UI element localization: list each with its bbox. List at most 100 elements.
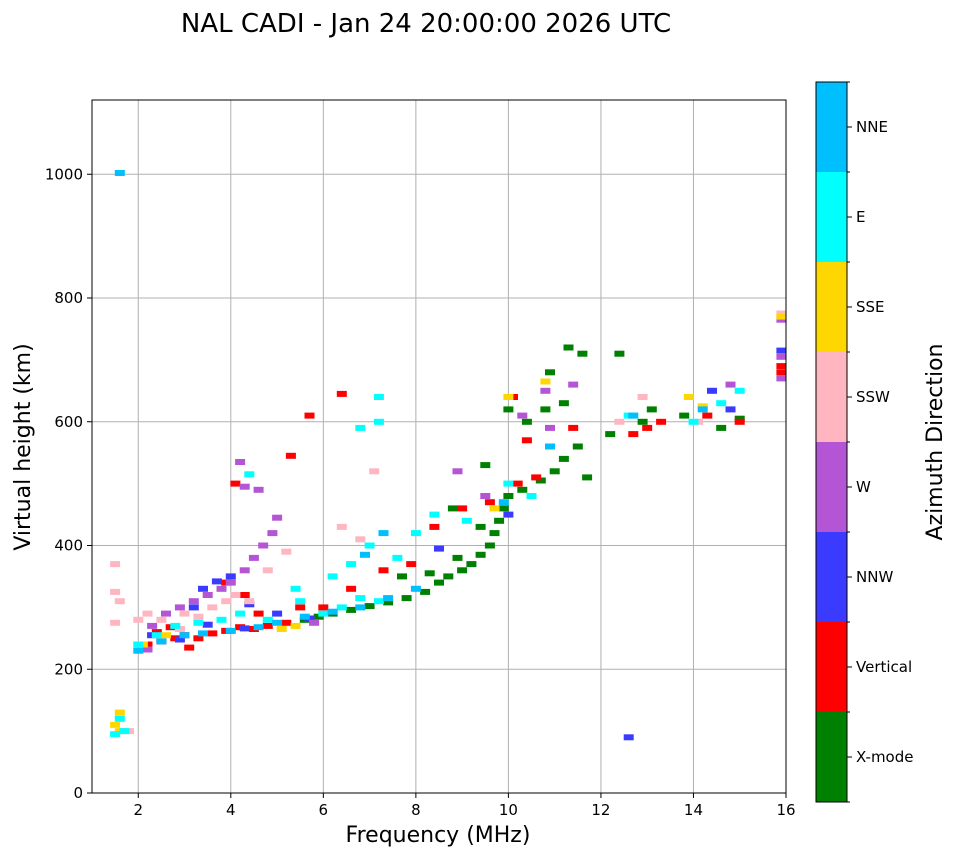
data-point-e xyxy=(110,731,121,738)
data-point-e xyxy=(318,610,329,617)
data-point-x-mode xyxy=(401,595,412,602)
data-point-vertical xyxy=(230,480,241,487)
data-point-vertical xyxy=(628,431,639,438)
data-point-x-mode xyxy=(489,530,500,537)
data-point-nne xyxy=(355,604,366,611)
data-point-sse xyxy=(697,403,708,410)
data-point-x-mode xyxy=(646,406,657,413)
data-point-sse xyxy=(290,622,301,629)
data-point-vertical xyxy=(262,622,273,629)
data-point-x-mode xyxy=(397,573,407,580)
data-point-e xyxy=(716,400,727,407)
data-point-w xyxy=(517,412,528,419)
colorbar-label: X-mode xyxy=(856,748,913,766)
data-point-w xyxy=(309,619,320,626)
data-point-vertical xyxy=(484,499,495,506)
data-point-x-mode xyxy=(558,455,569,462)
data-point-vertical xyxy=(304,412,315,419)
data-point-nnw xyxy=(202,621,213,628)
data-point-x-mode xyxy=(517,486,528,493)
data-point-nne xyxy=(179,632,190,639)
data-point-w xyxy=(540,387,551,394)
data-point-nnw xyxy=(174,636,185,643)
x-tick-label: 8 xyxy=(411,801,421,819)
grid xyxy=(92,100,787,794)
data-point-e xyxy=(193,619,204,626)
x-tick-label: 4 xyxy=(226,801,236,819)
data-point-w xyxy=(216,585,227,592)
data-point-nne xyxy=(360,551,370,558)
data-point-vertical xyxy=(512,480,523,487)
data-point-sse xyxy=(489,505,500,512)
data-point-e xyxy=(346,561,357,568)
data-point-vertical xyxy=(151,629,162,636)
data-point-w xyxy=(142,646,153,653)
x-tick-label: 10 xyxy=(499,801,518,819)
data-point-e xyxy=(170,622,181,629)
data-point-x-mode xyxy=(484,542,495,549)
data-point-nne xyxy=(410,585,421,592)
data-point-ssw xyxy=(114,598,125,605)
data-point-e xyxy=(151,632,162,639)
data-point-ssw xyxy=(193,613,204,620)
data-point-e xyxy=(327,573,338,580)
data-point-vertical xyxy=(281,619,292,626)
data-point-e xyxy=(114,715,125,722)
data-point-ssw xyxy=(262,567,273,574)
data-point-ssw xyxy=(336,523,347,530)
data-point-x-mode xyxy=(364,603,375,610)
data-point-nne xyxy=(378,530,389,537)
data-point-e xyxy=(373,598,384,605)
data-point-w xyxy=(248,554,259,561)
y-axis: 0 200 400 600 800 1000 xyxy=(45,165,92,802)
data-point-ssw xyxy=(614,418,625,425)
data-point-x-mode xyxy=(494,517,505,524)
data-point-sse xyxy=(114,709,125,716)
data-point-ssw xyxy=(244,598,255,605)
data-point-vertical xyxy=(207,630,218,637)
data-point-x-mode xyxy=(420,588,431,595)
data-point-vertical xyxy=(184,644,195,651)
y-tick-label: 400 xyxy=(54,537,83,555)
data-point-ssw xyxy=(156,616,167,623)
data-point-sse xyxy=(110,721,121,728)
data-point-ssw xyxy=(637,394,648,400)
data-point-x-mode xyxy=(734,415,745,422)
data-point-vertical xyxy=(734,418,745,425)
x-axis: 2 4 6 8 10 12 14 16 xyxy=(133,793,796,819)
data-point-x-mode xyxy=(614,350,625,357)
data-point-nnw xyxy=(725,406,736,413)
data-point-x-mode xyxy=(447,505,458,512)
data-point-ssw xyxy=(221,598,232,605)
colorbar-label: NNW xyxy=(856,568,893,586)
data-point-e xyxy=(355,595,366,602)
data-point-x-mode xyxy=(549,468,560,475)
colorbar-frame xyxy=(815,81,848,803)
data-point-x-mode xyxy=(475,551,486,558)
data-point-e xyxy=(410,530,421,537)
data-point-vertical xyxy=(429,523,440,530)
colorbar-segment xyxy=(816,622,847,712)
data-point-x-mode xyxy=(545,369,555,376)
data-point-nne xyxy=(198,630,208,637)
data-point-e xyxy=(216,616,227,623)
data-point-w xyxy=(225,579,236,586)
data-point-x-mode xyxy=(466,561,477,568)
data-point-x-mode xyxy=(540,406,551,413)
data-point-w xyxy=(267,530,278,537)
data-point-vertical xyxy=(239,592,250,598)
data-point-e xyxy=(373,394,384,400)
data-point-w xyxy=(545,424,555,431)
data-point-x-mode xyxy=(457,567,468,574)
data-point-vertical xyxy=(285,452,296,459)
data-point-e xyxy=(461,517,472,524)
data-point-x-mode xyxy=(572,443,583,450)
x-tick-label: 6 xyxy=(319,801,329,819)
colorbar-segment xyxy=(816,82,847,172)
data-point-w xyxy=(253,486,264,493)
data-point-w xyxy=(161,610,171,617)
data-point-vertical xyxy=(776,363,787,370)
colorbar-segment xyxy=(816,532,847,622)
data-point-x-mode xyxy=(558,400,569,407)
data-point-nne xyxy=(114,170,125,176)
